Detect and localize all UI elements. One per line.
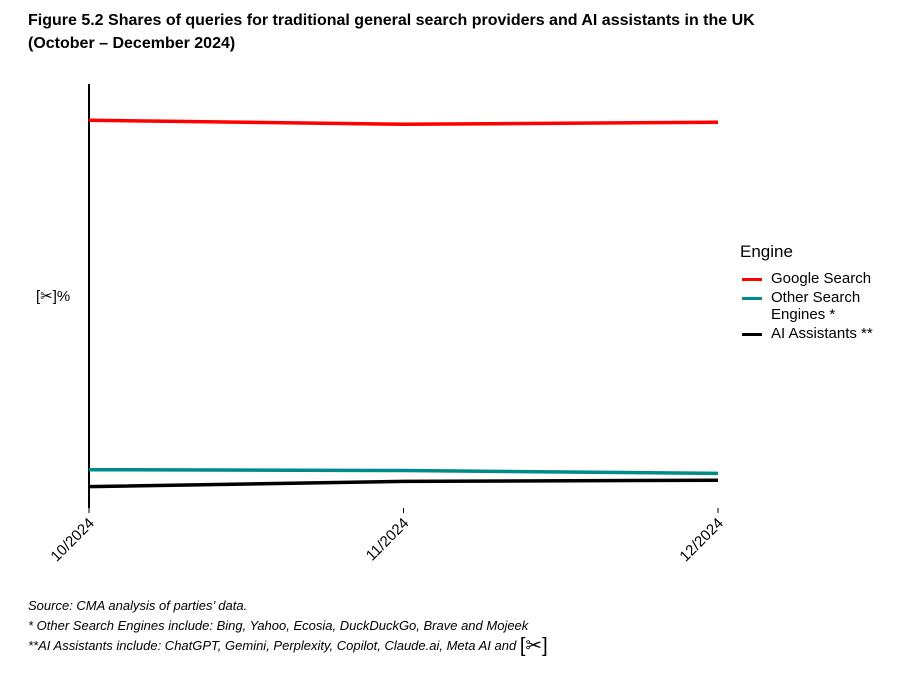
x-tick-label: 10/2024 (47, 515, 97, 565)
legend-item-ai-assistants: AI Assistants ** (740, 325, 915, 342)
ai-assistants-note-text: **AI Assistants include: ChatGPT, Gemini… (28, 638, 520, 653)
line-chart: 10/2024 11/2024 12/2024 (47, 84, 727, 565)
y-axis-label: [✂]% (36, 288, 71, 305)
other-engines-note: * Other Search Engines include: Bing, Ya… (28, 618, 529, 633)
chart-notes: Source: CMA analysis of parties’ data. *… (28, 596, 548, 656)
chart-title-line1: Figure 5.2 Shares of queries for traditi… (28, 12, 755, 29)
legend-swatch-google-search (742, 278, 762, 281)
legend-item-google-search: Google Search (740, 270, 915, 287)
chart-title: Figure 5.2 Shares of queries for traditi… (28, 9, 888, 55)
legend-label-other-search-engines-line1: Other Search (771, 289, 861, 306)
legend-label-other-search-engines-line2: Engines * (771, 306, 836, 323)
x-tick-label: 11/2024 (363, 515, 413, 565)
ai-assistants-note: **AI Assistants include: ChatGPT, Gemini… (28, 636, 548, 656)
legend-swatch-ai-assistants (742, 333, 762, 336)
legend-label-ai-assistants: AI Assistants ** (771, 325, 873, 342)
redaction-mark: [✂] (519, 635, 548, 657)
source-note: Source: CMA analysis of parties’ data. (28, 598, 248, 613)
series-line-other-search-engines (88, 467, 719, 476)
series-line-google-search (88, 118, 719, 127)
legend-title: Engine (740, 242, 793, 261)
legend-swatch-other-search-engines (742, 297, 762, 300)
series-line-ai-assistants (88, 478, 719, 489)
legend: Engine Google Search Other Search Engine… (740, 242, 915, 344)
chart-subtitle: (October – December 2024) (28, 35, 236, 52)
legend-label-google-search: Google Search (771, 270, 872, 287)
x-tick-label: 12/2024 (676, 515, 726, 565)
legend-item-other-search-engines: Other Search Engines * (740, 289, 915, 323)
